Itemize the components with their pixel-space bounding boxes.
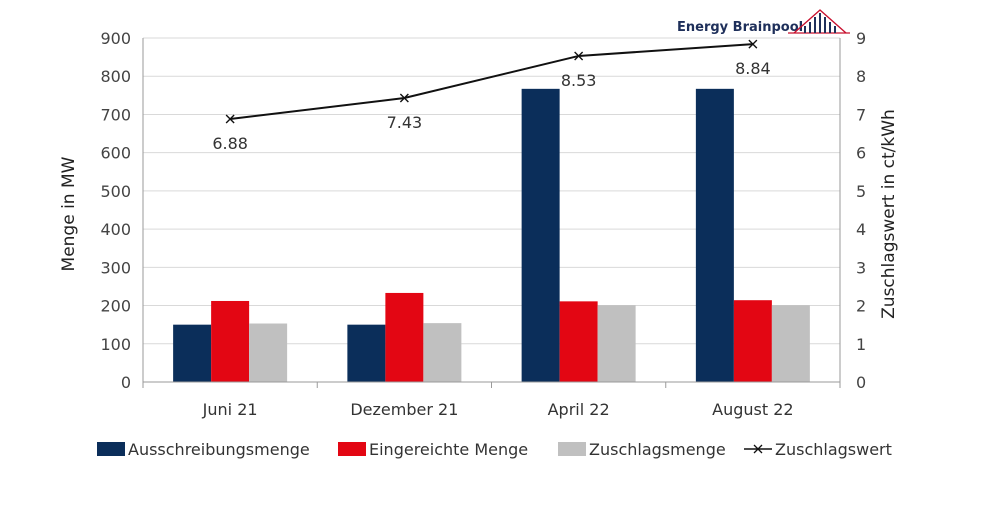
bar (249, 323, 288, 382)
bar (385, 292, 424, 382)
brand-logo-text: Energy Brainpool (677, 20, 803, 35)
bar (173, 324, 212, 382)
y-axis-left-tick-label: 800 (100, 67, 131, 86)
y-axis-left-tick-label: 900 (100, 29, 131, 48)
legend-label: Ausschreibungsmenge (128, 440, 310, 459)
y-axis-left-tick-label: 700 (100, 105, 131, 124)
bar (559, 301, 598, 382)
y-axis-right-tick-label: 7 (856, 105, 866, 124)
x-axis-category-label: Juni 21 (202, 400, 258, 419)
bars (173, 88, 810, 382)
y-axis-right-tick-label: 2 (856, 297, 866, 316)
bar (211, 300, 250, 382)
bar (771, 305, 810, 382)
bar (521, 88, 560, 382)
y-axis-left-title: Menge in MW (59, 156, 79, 271)
line-point-marker (574, 51, 584, 61)
x-axis-category-label: August 22 (712, 400, 793, 419)
axes (142, 38, 841, 388)
bar (423, 323, 462, 382)
y-axis-left-tick-label: 500 (100, 182, 131, 201)
y-axis-left-tick-label: 400 (100, 220, 131, 239)
y-axis-left-tick-label: 200 (100, 297, 131, 316)
brand-logo-mark-icon (788, 9, 850, 34)
legend-swatch-marker (753, 444, 763, 454)
bar (347, 324, 386, 382)
y-axis-right-tick-label: 3 (856, 258, 866, 277)
line-point-marker (748, 39, 758, 49)
x-axis-category-label: April 22 (548, 400, 610, 419)
y-axis-right-tick-label: 8 (856, 67, 866, 86)
legend-swatch (558, 442, 586, 456)
bar (597, 305, 636, 382)
legend-swatch (338, 442, 366, 456)
y-axis-left-tick-label: 300 (100, 258, 131, 277)
data-label: 8.53 (561, 71, 597, 90)
y-axis-right-tick-label: 0 (856, 373, 866, 392)
y-axis-left-tick-label: 100 (100, 335, 131, 354)
bar (695, 88, 734, 382)
legend-label: Zuschlagsmenge (589, 440, 726, 459)
logo-roof (793, 9, 847, 34)
y-axis-left-tick-label: 0 (121, 373, 131, 392)
legend-swatch (97, 442, 125, 456)
bar (733, 300, 772, 382)
y-axis-right-tick-label: 6 (856, 144, 866, 163)
legend: Ausschreibungsmenge Eingereichte Menge Zus… (97, 440, 892, 459)
line-point-marker (399, 93, 409, 103)
legend-label: Eingereichte Menge (369, 440, 528, 459)
y-axis-left-ticks: 0 100 200 300 400 500 600 700 800 900 (100, 29, 131, 392)
grid (143, 37, 840, 345)
y-axis-right-title: Zuschlagswert in ct/kWh (879, 109, 899, 319)
y-axis-right-tick-label: 9 (856, 29, 866, 48)
y-axis-right-tick-label: 5 (856, 182, 866, 201)
y-axis-right-ticks: 0 1 2 3 4 5 6 7 8 9 (856, 29, 866, 392)
y-axis-right-tick-label: 4 (856, 220, 866, 239)
data-label: 8.84 (735, 59, 771, 78)
brand-logo: Energy Brainpool (677, 9, 850, 35)
legend-label: Zuschlagswert (775, 440, 892, 459)
y-axis-right-tick-label: 1 (856, 335, 866, 354)
line-series-path (230, 43, 753, 121)
line-point-marker (225, 114, 235, 124)
y-axis-left-tick-label: 600 (100, 144, 131, 163)
x-axis-categories: Juni 21 Dezember 21 April 22 August 22 (202, 400, 794, 419)
data-label: 7.43 (387, 113, 423, 132)
data-label: 6.88 (212, 134, 248, 153)
line-series: 6.88 7.43 8.53 8.84 (212, 39, 771, 153)
x-axis-category-label: Dezember 21 (350, 400, 458, 419)
